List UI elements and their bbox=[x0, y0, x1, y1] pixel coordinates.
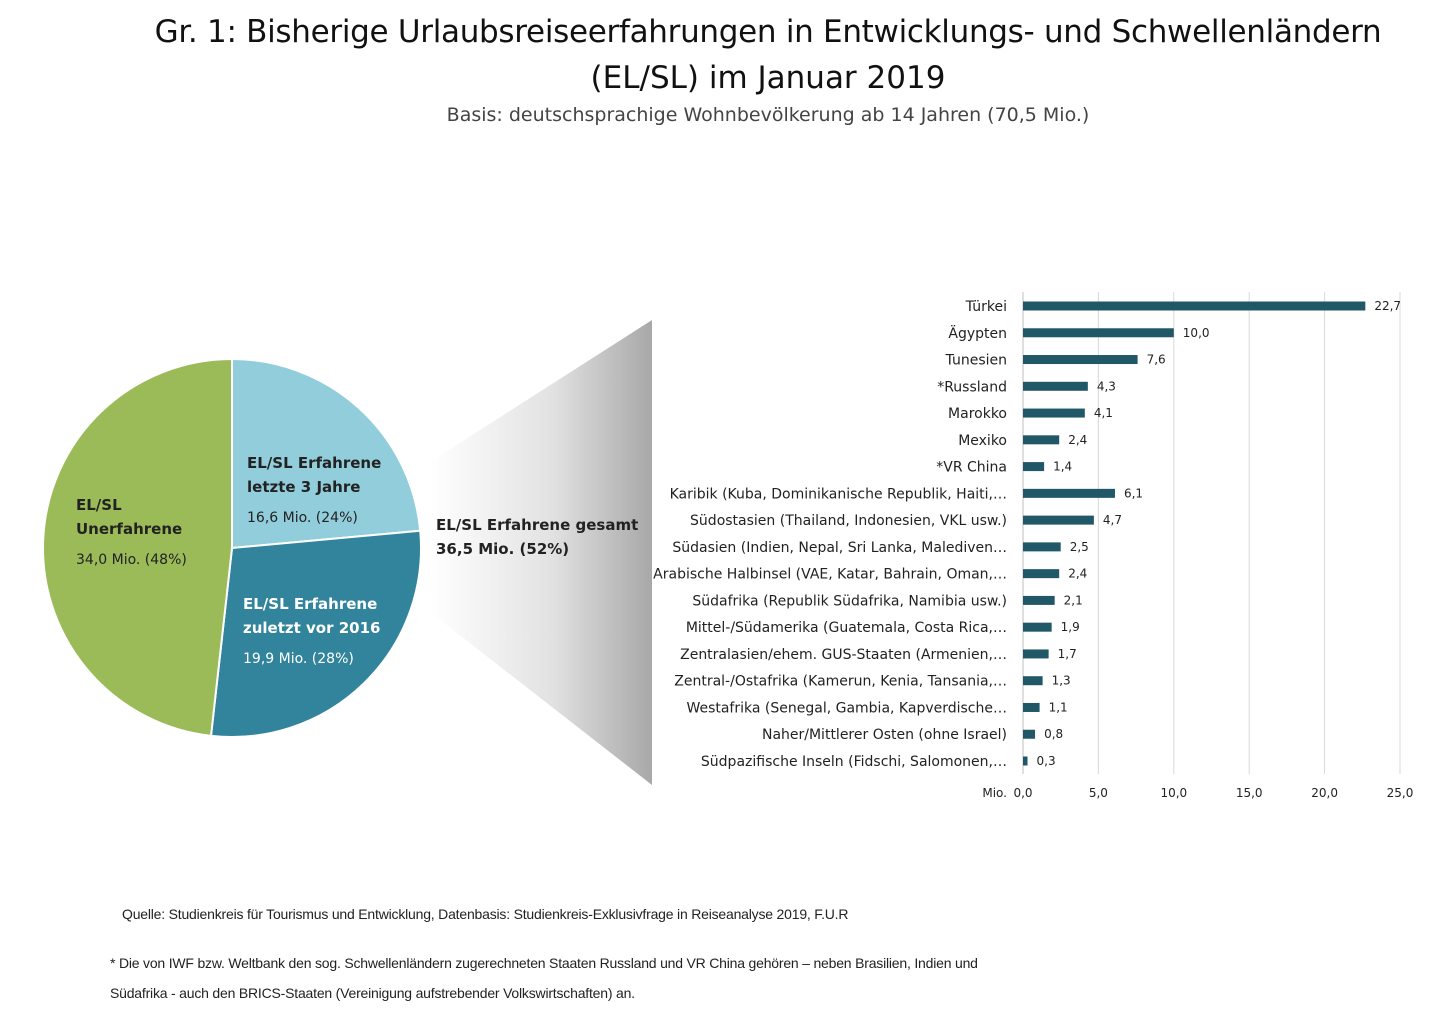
bar-value-label: 0,3 bbox=[1037, 754, 1056, 768]
bar-value-label: 2,4 bbox=[1068, 433, 1087, 447]
bar-value-label: 10,0 bbox=[1183, 326, 1210, 340]
footnote-line1: * Die von IWF bzw. Weltbank den sog. Sch… bbox=[110, 955, 978, 971]
footnote-line2: Südafrika - auch den BRICS-Staaten (Vere… bbox=[110, 985, 635, 1001]
x-tick-label: 15,0 bbox=[1236, 786, 1263, 800]
bar bbox=[1023, 542, 1061, 552]
bar-value-label: 22,7 bbox=[1374, 299, 1401, 313]
bar-category-label: Südasien (Indien, Nepal, Sri Lanka, Male… bbox=[672, 540, 1007, 556]
bar-chart-x-axis: 0,0 5,0 10,0 15,0 20,0 25,0 Mio. bbox=[982, 786, 1413, 800]
bar bbox=[1023, 595, 1055, 605]
pie-labels: EL/SL Erfahrene letzte 3 Jahre 16,6 Mio. (… bbox=[76, 454, 381, 667]
bar-chart: Türkei 22,7 Ägypten 10,0 Tunesien 7,6 *Russlan… bbox=[653, 299, 1401, 770]
bar-value-label: 4,3 bbox=[1097, 379, 1116, 393]
pie-slice-label: zuletzt vor 2016 bbox=[243, 619, 380, 637]
bar bbox=[1023, 756, 1028, 766]
bar-category-label: *VR China bbox=[936, 460, 1007, 476]
bar-value-label: 4,7 bbox=[1103, 513, 1122, 527]
bar bbox=[1023, 622, 1052, 632]
x-tick-label: 25,0 bbox=[1387, 786, 1414, 800]
bar-category-label: Tunesien bbox=[945, 353, 1007, 369]
bar-category-label: Arabische Halbinsel (VAE, Katar, Bahrain… bbox=[653, 567, 1007, 583]
explode-funnel bbox=[430, 320, 652, 785]
bar-category-label: Türkei bbox=[965, 299, 1007, 315]
x-axis-unit-label: Mio. bbox=[982, 786, 1007, 800]
bar-value-label: 4,1 bbox=[1094, 406, 1113, 420]
bar-category-label: Mittel-/Südamerika (Guatemala, Costa Ric… bbox=[686, 620, 1007, 636]
pie-callout-line2: 36,5 Mio. (52%) bbox=[436, 540, 569, 558]
pie-slice-value-label: 16,6 Mio. (24%) bbox=[247, 510, 358, 526]
bar-category-label: Südostasien (Thailand, Indonesien, VKL u… bbox=[690, 513, 1007, 529]
chart-title-line2: (EL/SL) im Januar 2019 bbox=[590, 60, 946, 96]
pie-slice-label: EL/SL Erfahrene bbox=[247, 454, 381, 472]
bar-value-label: 2,1 bbox=[1064, 593, 1083, 607]
bar-value-label: 0,8 bbox=[1044, 727, 1063, 741]
pie-slice-label: letzte 3 Jahre bbox=[247, 478, 360, 496]
x-tick-label: 0,0 bbox=[1013, 786, 1032, 800]
bar-value-label: 2,5 bbox=[1070, 540, 1089, 554]
bar-value-label: 1,1 bbox=[1049, 700, 1068, 714]
x-tick-label: 20,0 bbox=[1311, 786, 1338, 800]
bar-category-label: Mexiko bbox=[958, 433, 1007, 449]
x-tick-label: 5,0 bbox=[1089, 786, 1108, 800]
bar-category-label: Südpazifische Inseln (Fidschi, Salomonen… bbox=[701, 754, 1007, 770]
bar-category-label: Zentralasien/ehem. GUS-Staaten (Armenien… bbox=[680, 647, 1007, 663]
bar bbox=[1023, 355, 1138, 365]
pie-slice-label: EL/SL bbox=[76, 496, 122, 514]
bar-category-label: Zentral-/Ostafrika (Kamerun, Kenia, Tans… bbox=[674, 674, 1007, 690]
chart-title-line1: Gr. 1: Bisherige Urlaubsreiseerfahrungen… bbox=[154, 14, 1382, 50]
source-note: Quelle: Studienkreis für Tourismus und E… bbox=[122, 906, 849, 922]
bar bbox=[1023, 676, 1043, 686]
bar bbox=[1023, 488, 1115, 498]
bar bbox=[1023, 381, 1088, 391]
bar-category-label: Ägypten bbox=[948, 324, 1007, 342]
chart-subtitle: Basis: deutschsprachige Wohnbevölkerung … bbox=[446, 104, 1090, 126]
bar-chart-grid bbox=[1022, 292, 1401, 774]
bar bbox=[1023, 569, 1060, 579]
bar bbox=[1023, 408, 1085, 418]
bar bbox=[1023, 462, 1045, 472]
pie-slice-value-label: 34,0 Mio. (48%) bbox=[76, 552, 187, 568]
bar-value-label: 7,6 bbox=[1147, 353, 1166, 367]
bar bbox=[1023, 729, 1036, 739]
bar-value-label: 1,9 bbox=[1061, 620, 1080, 634]
pie-slice-label: EL/SL Erfahrene bbox=[243, 595, 377, 613]
bar bbox=[1023, 328, 1174, 338]
bar-value-label: 2,4 bbox=[1068, 567, 1087, 581]
bar-category-label: Karibik (Kuba, Dominikanische Republik, … bbox=[670, 486, 1007, 502]
bar-value-label: 1,3 bbox=[1052, 674, 1071, 688]
pie-slice-2 bbox=[42, 357, 233, 737]
bar-category-label: Westafrika (Senegal, Gambia, Kapverdisch… bbox=[686, 700, 1007, 716]
pie-callout-line1: EL/SL Erfahrene gesamt bbox=[436, 516, 638, 534]
bar-value-label: 1,7 bbox=[1058, 647, 1077, 661]
pie-chart bbox=[42, 357, 422, 738]
pie-slice-1 bbox=[209, 529, 422, 738]
pie-slice-value-label: 19,9 Mio. (28%) bbox=[243, 651, 354, 667]
pie-slice-0 bbox=[231, 357, 422, 550]
bar bbox=[1023, 649, 1049, 659]
bar-category-label: Südafrika (Republik Südafrika, Namibia u… bbox=[692, 593, 1007, 609]
bar-category-label: Marokko bbox=[948, 406, 1007, 422]
bar-value-label: 1,4 bbox=[1053, 460, 1072, 474]
bar-category-label: Naher/Mittlerer Osten (ohne Israel) bbox=[762, 727, 1007, 743]
bar bbox=[1023, 702, 1040, 712]
bar-category-label: *Russland bbox=[937, 379, 1007, 395]
bar bbox=[1023, 515, 1094, 525]
bar bbox=[1023, 301, 1366, 311]
pie-slice-label: Unerfahrene bbox=[76, 520, 182, 538]
bar-value-label: 6,1 bbox=[1124, 486, 1143, 500]
x-tick-label: 10,0 bbox=[1160, 786, 1187, 800]
bar bbox=[1023, 435, 1060, 445]
